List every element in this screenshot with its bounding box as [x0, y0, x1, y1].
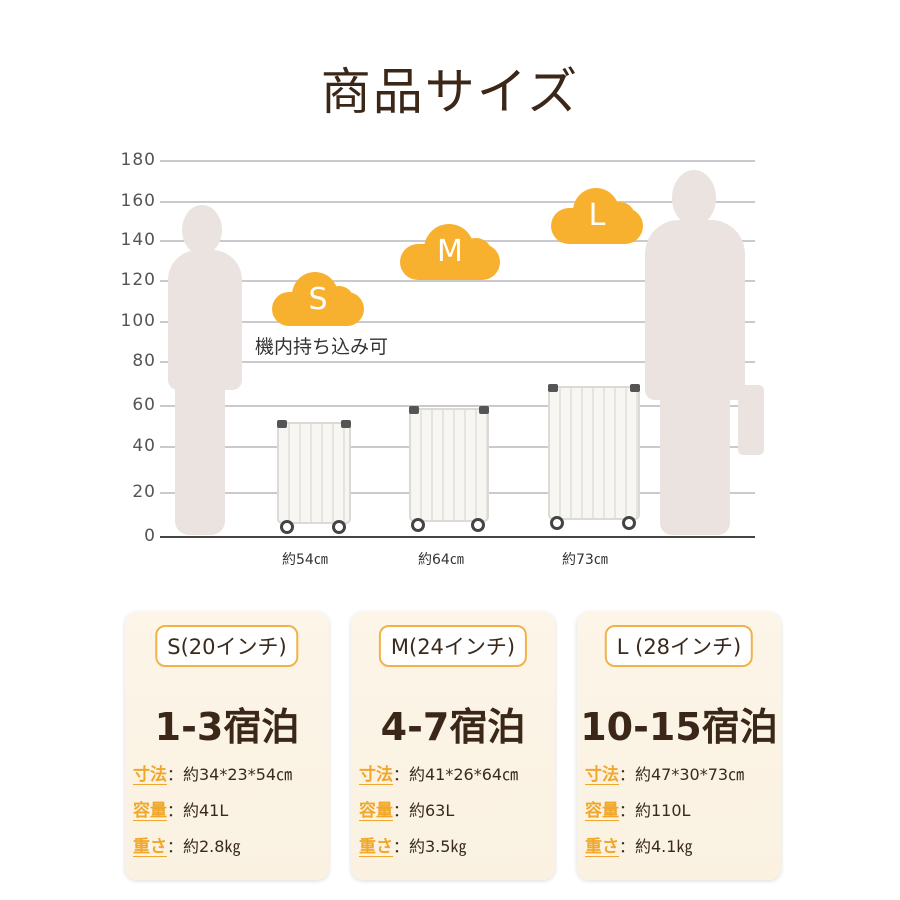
tick-label: 120 [120, 270, 156, 290]
dimension-value: ：約34*23*54㎝ [167, 765, 293, 784]
wheel [550, 516, 564, 530]
gridline [160, 321, 755, 323]
capacity-label: 容量 [585, 801, 619, 821]
weight-value: ：約4.1㎏ [619, 837, 693, 856]
tick-label: 40 [132, 436, 156, 456]
dimension-label: 寸法 [133, 765, 167, 785]
wheel [411, 518, 425, 532]
weight-label: 重さ [585, 837, 619, 857]
dimension-label: 寸法 [359, 765, 393, 785]
wheel [332, 520, 346, 534]
height-label-s: 約54㎝ [282, 552, 328, 568]
tick-label: 100 [120, 311, 156, 331]
capacity-label: 容量 [359, 801, 393, 821]
size-letter: M [437, 234, 463, 269]
size-name: S(20インチ) [155, 625, 299, 667]
size-badge-m: M [400, 224, 500, 280]
tick-label: 80 [132, 351, 156, 371]
suitcase-m [409, 406, 489, 522]
weight-value: ：約2.8㎏ [167, 837, 241, 856]
tick-label: 140 [120, 230, 156, 250]
suitcase-l [548, 384, 640, 520]
height-label-m: 約64㎝ [418, 552, 464, 568]
tick-label: 60 [132, 395, 156, 415]
size-name: L (28インチ) [604, 625, 754, 667]
spec-card-m: M(24インチ) 4-7宿泊 寸法：約41*26*64㎝ 容量：約63L 重さ：… [351, 612, 555, 880]
gridline [160, 405, 755, 407]
dimension-value: ：約41*26*64㎝ [393, 765, 519, 784]
suitcase-s [277, 420, 351, 524]
tick-label: 0 [144, 526, 156, 546]
gridline [160, 160, 755, 162]
stay-length: 1-3宿泊 [154, 705, 300, 749]
gridline [160, 201, 755, 203]
baseline [160, 536, 755, 538]
spec-card-s: S(20インチ) 1-3宿泊 寸法：約34*23*54㎝ 容量：約41L 重さ：… [125, 612, 329, 880]
size-letter: L [588, 198, 606, 233]
carry-on-note: 機内持ち込み可 [255, 336, 389, 358]
size-name: M(24インチ) [378, 625, 528, 667]
dimension-label: 寸法 [585, 765, 619, 785]
tick-label: 20 [132, 482, 156, 502]
wheel [471, 518, 485, 532]
capacity-value: ：約41L [167, 801, 229, 820]
capacity-value: ：約110L [619, 801, 691, 820]
gridline [160, 280, 755, 282]
page-title: 商品サイズ [320, 63, 580, 121]
spec-card-l: L (28インチ) 10-15宿泊 寸法：約47*30*73㎝ 容量：約110L… [577, 612, 781, 880]
weight-label: 重さ [133, 837, 167, 857]
tick-label: 160 [120, 191, 156, 211]
dimension-value: ：約47*30*73㎝ [619, 765, 745, 784]
weight-value: ：約3.5㎏ [393, 837, 467, 856]
capacity-value: ：約63L [393, 801, 455, 820]
wheel [280, 520, 294, 534]
stay-length: 4-7宿泊 [380, 705, 526, 749]
weight-label: 重さ [359, 837, 393, 857]
size-letter: S [308, 282, 328, 317]
tick-label: 180 [120, 150, 156, 170]
size-badge-s: S [272, 272, 364, 326]
capacity-label: 容量 [133, 801, 167, 821]
stay-length: 10-15宿泊 [580, 705, 778, 749]
gridline [160, 361, 755, 363]
size-badge-l: L [551, 188, 643, 244]
height-label-l: 約73㎝ [562, 552, 608, 568]
wheel [622, 516, 636, 530]
